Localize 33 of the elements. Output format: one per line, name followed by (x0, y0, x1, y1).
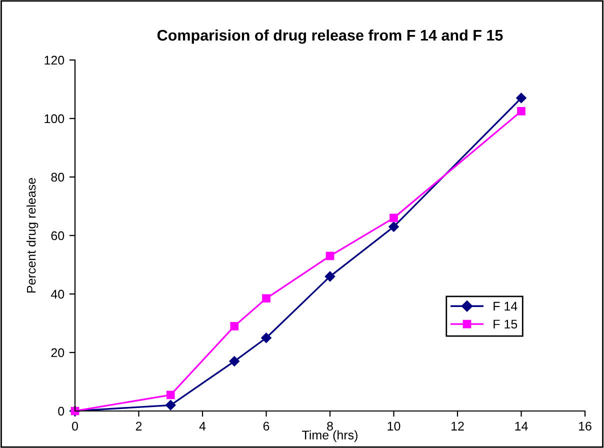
point (166, 400, 176, 410)
point (262, 294, 270, 303)
point (229, 356, 240, 366)
point (516, 92, 526, 104)
x-tick-label: 16 (579, 422, 592, 431)
y-tick-label: 0 (58, 406, 64, 416)
x-tick-label: 12 (452, 422, 464, 430)
y-tick-label: 60 (51, 231, 64, 240)
legend-label: F 15 (494, 320, 518, 329)
y-tick-label: 40 (50, 290, 64, 299)
point (517, 107, 526, 116)
x-tick-label: 6 (263, 422, 270, 431)
point (326, 252, 334, 260)
chart-title: Comparision of drug release from F 14 and F 15 (157, 29, 503, 44)
y-tick-label: 20 (51, 348, 64, 358)
point (166, 390, 175, 400)
point (261, 332, 272, 343)
x-tick-label: 2 (136, 422, 142, 430)
legend-label: F 14 (494, 302, 518, 311)
y-tick-label: 120 (44, 56, 64, 65)
y-tick-label: 80 (51, 172, 64, 182)
point (230, 322, 239, 330)
x-axis-title: Time (hrs) (302, 430, 358, 442)
y-tick-label: 100 (44, 114, 64, 124)
point (390, 214, 398, 222)
x-tick-label: 0 (72, 422, 78, 431)
point (388, 222, 399, 232)
point (324, 271, 336, 282)
x-tick-label: 8 (327, 422, 333, 431)
x-tick-label: 14 (515, 422, 528, 430)
x-tick-label: 4 (199, 422, 206, 430)
x-tick-label: 10 (388, 422, 400, 431)
y-axis-title: Percent drug release (26, 178, 38, 292)
